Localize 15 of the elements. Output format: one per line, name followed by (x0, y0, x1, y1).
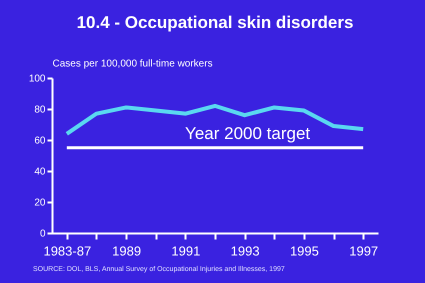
ref-line-label: Year 2000 target (185, 124, 310, 143)
y-tick-label: 100 (28, 74, 46, 84)
y-tick-label: 80 (34, 104, 46, 116)
x-tick-label: 1983-87 (43, 244, 92, 258)
y-tick-label: 40 (34, 166, 46, 178)
x-tick-label: 1989 (112, 244, 142, 258)
x-tick-label: 1997 (349, 244, 378, 258)
y-tick-label: 20 (34, 198, 46, 208)
x-tick-label: 1995 (290, 244, 319, 258)
chart-title: 10.4 - Occupational skin disorders (76, 13, 354, 32)
x-tick-label: 1993 (230, 244, 260, 258)
y-axis-title: Cases per 100,000 full-time workers (52, 58, 213, 70)
y-tick-label: 0 (40, 228, 46, 240)
y-tick-label: 60 (34, 136, 46, 146)
x-tick-label: 1991 (171, 244, 200, 258)
